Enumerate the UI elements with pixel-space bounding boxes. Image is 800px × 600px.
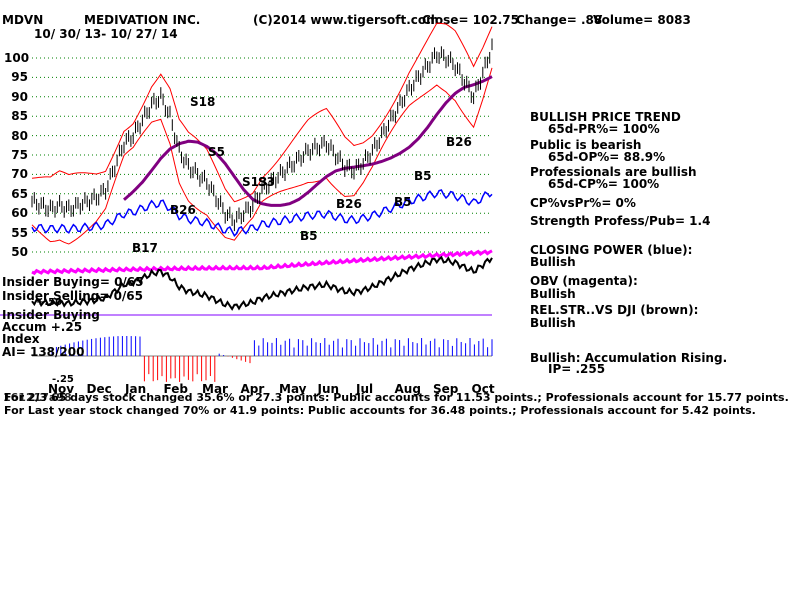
- month-label: Nov: [48, 382, 75, 396]
- copyright: (C)2014 www.tigersoft.com: [253, 13, 439, 27]
- pro-title: Professionals are bullish: [530, 165, 697, 179]
- y-tick-label: 75: [11, 148, 28, 162]
- upper-band: [31, 22, 493, 203]
- ip-value: IP= .255: [548, 362, 606, 376]
- insider-selling-label: Insider Selling= 0/65: [2, 289, 144, 303]
- month-label: May: [279, 382, 307, 396]
- y-tick-label: 60: [11, 206, 28, 221]
- signal-label: B26: [336, 197, 362, 211]
- month-label: Mar: [202, 382, 228, 396]
- accumulation-bars: [51, 336, 493, 382]
- y-tick-label: 65: [11, 186, 28, 201]
- lower-band: [31, 67, 493, 245]
- public-sub: 65d-OP%= 88.9%: [548, 150, 666, 164]
- strength: Strength Profess/Pub= 1.4: [530, 214, 711, 228]
- month-label: Jan: [125, 382, 147, 396]
- obv-title: OBV (magenta):: [530, 274, 638, 288]
- y-tick-label: 85: [11, 109, 28, 124]
- month-label: Jun: [317, 382, 340, 396]
- month-label: Aug: [394, 382, 421, 396]
- company-name: MEDIVATION INC.: [84, 13, 201, 27]
- close-value: Close= 102.75: [422, 13, 519, 27]
- signal-label: B5: [414, 169, 432, 183]
- y-tick-label: 55: [11, 225, 28, 240]
- symbol: MDVN: [2, 13, 44, 27]
- closing-power-line: [31, 189, 493, 237]
- public-title: Public is bearish: [530, 138, 642, 152]
- footer-line-1: For 2/3 65 days stock changed 35.6% or 2…: [4, 391, 789, 404]
- grid-lines: [0, 57, 492, 357]
- rel-value: Bullish: [530, 316, 576, 330]
- month-label: Jul: [356, 382, 374, 396]
- month-label: Apr: [240, 382, 265, 396]
- signal-label: B17: [132, 241, 158, 255]
- cp-value: Bullish: [530, 255, 576, 269]
- signal-label: S5: [208, 145, 225, 159]
- index-label: Index: [2, 332, 40, 346]
- insider-buying-label: Insider Buying= 0/65: [2, 275, 144, 289]
- signal-label: B26: [446, 135, 472, 149]
- rel-title: REL.STR..VS DJI (brown):: [530, 303, 699, 317]
- series-lines: [31, 22, 493, 311]
- footer-line-2: For Last year stock changed 70% or 41.9 …: [4, 404, 756, 417]
- signal-label: S13: [242, 175, 267, 189]
- month-label: Sep: [433, 382, 459, 396]
- accum-label: Accum +.25: [2, 320, 83, 334]
- month-label: Dec: [86, 382, 112, 396]
- y-tick-label: 95: [11, 70, 28, 85]
- y-tick-label: 50: [11, 245, 28, 259]
- signal-label: S3: [258, 175, 275, 189]
- y-tick-label: 90: [11, 89, 28, 104]
- trend-sub: 65d-PR%= 100%: [548, 122, 660, 136]
- trend-title: BULLISH PRICE TREND: [530, 110, 681, 124]
- plus50-label: +.50: [36, 297, 63, 308]
- date-range: 10/ 30/ 13- 10/ 27/ 14: [34, 27, 178, 41]
- accum-title: Bullish: Accumulation Rising.: [530, 351, 728, 365]
- footer-overprint: 161217a98: [3, 391, 72, 404]
- minus25-label: -.25: [52, 374, 74, 385]
- signal-label: B26: [170, 203, 196, 217]
- change-value: Change= .88: [516, 13, 603, 27]
- pro-sub: 65d-CP%= 100%: [548, 177, 660, 191]
- signal-label: B5: [300, 229, 318, 243]
- signal-label: S18: [190, 95, 215, 109]
- y-tick-label: 100: [4, 51, 30, 65]
- y-tick-label: 70: [11, 167, 28, 182]
- y-tick-label: 80: [11, 128, 28, 143]
- ai-label: AI= 138/200: [2, 345, 85, 359]
- cpvspr: CP%vsPr%= 0%: [530, 196, 636, 210]
- relative-strength-line: [31, 255, 493, 311]
- obv-value: Bullish: [530, 287, 576, 301]
- insider-buying-label-2: Insider Buying: [2, 308, 100, 322]
- month-label: Feb: [163, 382, 188, 396]
- signal-label: B5: [394, 195, 412, 209]
- volume-value: Volume= 8083: [593, 13, 691, 27]
- month-label: Oct: [471, 382, 495, 396]
- moving-average: [123, 75, 493, 207]
- obv-line: [31, 249, 493, 276]
- cp-title: CLOSING POWER (blue):: [530, 243, 693, 257]
